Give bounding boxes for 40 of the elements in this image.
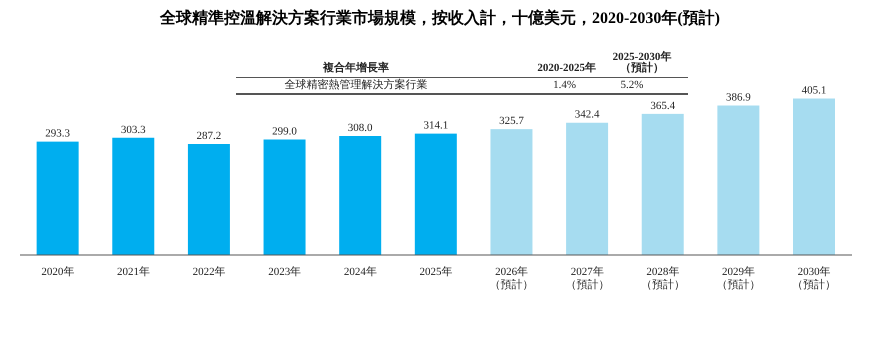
x-tick-label: 2021年 bbox=[116, 266, 150, 278]
bar bbox=[339, 136, 382, 255]
x-tick-label: 2027年（預計） bbox=[565, 266, 610, 291]
x-tick-label: 2029年（預計） bbox=[716, 266, 761, 291]
bar bbox=[717, 106, 760, 255]
x-tick-label: 2023年 bbox=[268, 266, 302, 278]
text: 1.4% bbox=[552, 79, 576, 91]
bar bbox=[642, 114, 684, 255]
x-tick-label: 2024年 bbox=[344, 266, 377, 278]
x-tick-label: 2026年（預計） bbox=[490, 266, 534, 291]
text: 2020-2025年 bbox=[536, 62, 596, 74]
text: 全球精密熱管理解決方案行業 bbox=[284, 79, 428, 91]
data-label: 293.3 bbox=[45, 128, 71, 140]
data-label: 325.7 bbox=[499, 115, 524, 128]
data-label: 299.0 bbox=[272, 125, 298, 138]
bar bbox=[490, 129, 532, 255]
text: 5.2% bbox=[620, 79, 644, 91]
bar bbox=[414, 134, 457, 255]
bar bbox=[112, 138, 154, 255]
data-label: 287.2 bbox=[196, 130, 222, 142]
bar bbox=[264, 139, 306, 255]
bar bbox=[566, 122, 608, 255]
data-label: 386.9 bbox=[726, 92, 752, 104]
bar bbox=[36, 142, 79, 255]
data-label: 314.1 bbox=[423, 120, 448, 132]
data-label: 342.4 bbox=[574, 108, 600, 121]
chart-title: 全球精準控溫解決方案行業市場規模，按收入計，十億美元，2020-2030年(預計) bbox=[158, 8, 721, 29]
x-tick-label: 2025年 bbox=[420, 266, 452, 278]
x-tick-label: 2030年（預計） bbox=[792, 266, 836, 291]
x-tick-label: 2028年（預計） bbox=[640, 266, 685, 291]
data-label: 405.1 bbox=[802, 84, 826, 96]
bar bbox=[188, 144, 230, 255]
text: 2025-2030年（預計） bbox=[612, 51, 672, 74]
bar bbox=[793, 98, 836, 255]
x-tick-label: 2022年 bbox=[192, 266, 226, 278]
data-label: 303.3 bbox=[120, 124, 146, 136]
data-label: 365.4 bbox=[650, 100, 676, 112]
text: 複合年增長率 bbox=[322, 62, 390, 74]
data-label: 308.0 bbox=[348, 122, 374, 134]
x-tick-label: 2020年 bbox=[41, 266, 74, 278]
